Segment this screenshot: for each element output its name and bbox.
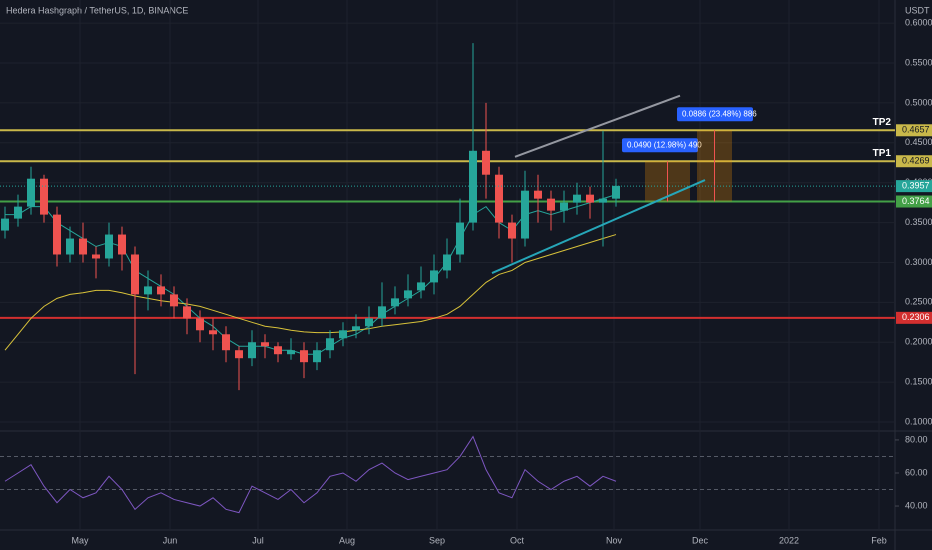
trendline	[514, 94, 681, 158]
candle-body	[66, 238, 74, 255]
rsi-tick-label: 40.00	[905, 500, 928, 510]
x-tick-label: Jul	[252, 535, 264, 545]
x-tick-label: Dec	[692, 535, 709, 545]
y-tick-label: 0.5000	[905, 97, 932, 107]
candle-body	[183, 306, 191, 319]
candle-body	[261, 342, 269, 347]
candle-body	[196, 318, 204, 331]
candle-body	[326, 338, 334, 351]
x-tick-label: Aug	[339, 535, 355, 545]
candle-body	[313, 350, 321, 363]
measure-label-bg	[677, 107, 753, 122]
candle-body	[508, 222, 516, 239]
y-tick-label: 0.3000	[905, 257, 932, 267]
candle-body	[365, 318, 373, 327]
measure-label: 0.0490 (12.98%) 490	[627, 140, 702, 149]
x-tick-label: Sep	[429, 535, 445, 545]
candle-body	[53, 214, 61, 255]
rsi-line	[4, 435, 617, 514]
x-tick-label: May	[71, 535, 89, 545]
candle-body	[235, 350, 243, 359]
candle-body	[27, 178, 35, 207]
candle-body	[170, 294, 178, 307]
y-tick-label: 0.6000	[905, 18, 932, 28]
x-tick-label: Nov	[606, 535, 623, 545]
trendline	[491, 179, 706, 274]
candle-body	[105, 234, 113, 259]
candle-body	[92, 254, 100, 259]
level-tag	[896, 195, 932, 208]
x-tick-label: Oct	[510, 535, 525, 545]
y-tick-label: 0.1500	[905, 377, 932, 387]
level-label: 0.4657	[902, 125, 930, 135]
x-tick-label: Jun	[163, 535, 178, 545]
level-tag	[896, 311, 932, 324]
candle-body	[352, 326, 360, 331]
level-name: TP1	[873, 148, 892, 159]
candle-body	[560, 202, 568, 211]
rsi-tick-label: 60.00	[905, 467, 928, 477]
level-label: 0.3764	[902, 196, 930, 206]
axis-unit: USDT	[905, 5, 930, 15]
x-tick-label: Feb	[871, 535, 887, 545]
y-tick-label: 0.3500	[905, 217, 932, 227]
candle-body	[300, 350, 308, 363]
candle-body	[547, 198, 555, 211]
level-tag	[896, 124, 932, 137]
chart-title: Hedera Hashgraph / TetherUS, 1D, BINANCE	[6, 5, 188, 15]
last-price-tag	[896, 180, 932, 193]
candle-body	[534, 190, 542, 199]
y-tick-label: 0.5500	[905, 57, 932, 67]
candle-body	[495, 174, 503, 223]
candle-body	[287, 350, 295, 355]
candle-body	[482, 150, 490, 175]
candle-body	[456, 222, 464, 255]
candle-body	[339, 330, 347, 339]
candle-body	[469, 150, 477, 223]
level-tag	[896, 155, 932, 168]
candle-body	[378, 306, 386, 319]
candle-body	[391, 298, 399, 307]
candle-body	[144, 286, 152, 295]
candle-body	[586, 194, 594, 203]
candle-body	[443, 254, 451, 271]
candle-body	[612, 185, 620, 199]
candle-body	[599, 198, 607, 203]
candle-body	[14, 206, 22, 219]
candle-body	[521, 190, 529, 239]
candle-body	[79, 238, 87, 255]
candle-body	[131, 254, 139, 295]
moving-average	[4, 234, 617, 351]
candle-body	[118, 234, 126, 255]
last-price-label: 0.3957	[902, 180, 930, 190]
candle-body	[40, 178, 48, 215]
level-name: TP2	[873, 117, 892, 128]
candle-body	[573, 194, 581, 203]
measure-label-bg	[622, 138, 698, 153]
candle-body	[209, 330, 217, 335]
y-tick-label: 0.2000	[905, 337, 932, 347]
candle-body	[248, 342, 256, 359]
level-label: 0.4269	[902, 156, 930, 166]
candle-body	[430, 270, 438, 283]
candle-body	[1, 218, 9, 231]
y-tick-label: 0.2500	[905, 297, 932, 307]
candle-body	[417, 282, 425, 291]
measure-label: 0.0886 (23.48%) 886	[682, 109, 757, 118]
y-tick-label: 0.1000	[905, 416, 932, 426]
level-label: 0.2306	[902, 312, 930, 322]
candle-body	[404, 290, 412, 299]
y-tick-label: 0.4500	[905, 137, 932, 147]
rsi-tick-label: 80.00	[905, 434, 928, 444]
candle-body	[222, 334, 230, 351]
candle-body	[157, 286, 165, 295]
candle-body	[274, 346, 282, 355]
x-tick-label: 2022	[779, 535, 799, 545]
